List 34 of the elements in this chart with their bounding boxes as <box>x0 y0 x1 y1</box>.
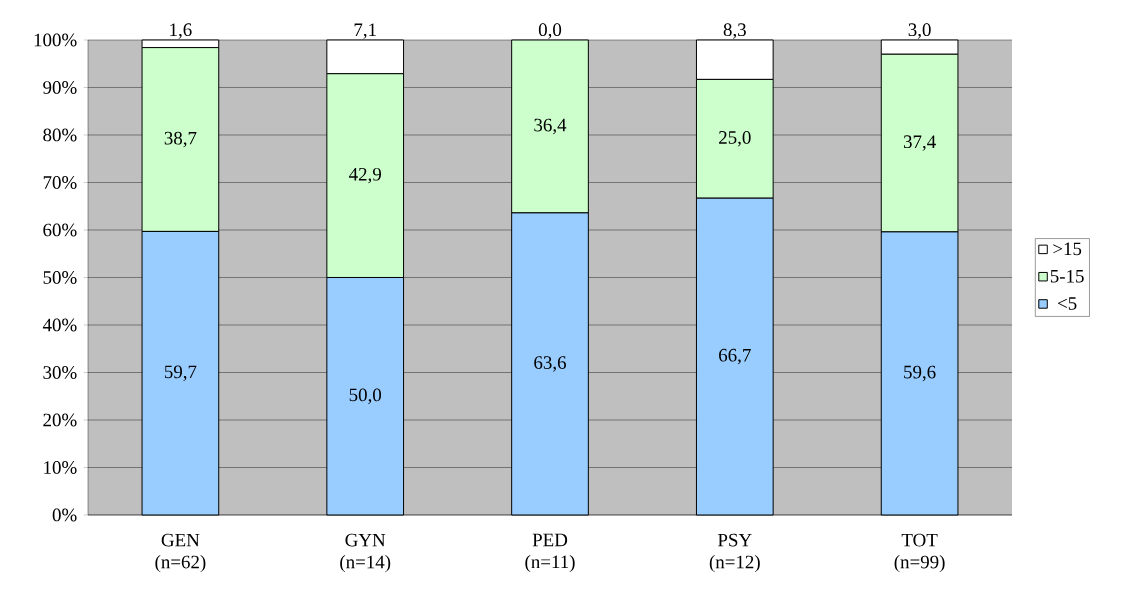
legend-label: 5-15 <box>1050 269 1084 283</box>
x-tick-label: PSY (n=12) <box>709 533 760 573</box>
y-tick-label: 80% <box>43 128 77 142</box>
data-label: 59,6 <box>904 365 936 382</box>
data-label: 8,3 <box>723 23 746 39</box>
data-label: 25,0 <box>719 131 751 147</box>
x-tick-label: PED (n=11) <box>525 533 575 573</box>
x-tick-label: GYN (n=14) <box>340 533 391 573</box>
data-label: 59,7 <box>164 365 197 381</box>
legend-label: <5 <box>1058 297 1077 310</box>
y-tick-label: 70% <box>43 176 77 189</box>
y-tick-label: 20% <box>43 413 77 427</box>
data-label: 3,0 <box>908 23 931 39</box>
data-label: 0,0 <box>538 23 562 39</box>
y-tick-label: 100% <box>34 33 77 47</box>
y-tick-label: 60% <box>43 223 77 237</box>
data-label: 1,6 <box>170 23 192 39</box>
y-tick-label: 40% <box>42 318 77 332</box>
data-label: 37,4 <box>903 135 936 151</box>
y-tick-label: 10% <box>44 461 77 474</box>
y-tick-label: 30% <box>43 366 77 379</box>
y-tick-label: 0% <box>52 508 77 522</box>
data-label: 42,9 <box>349 167 381 184</box>
y-tick-label: 90% <box>43 81 77 94</box>
legend-label: >15 <box>1053 242 1082 256</box>
x-tick-label: TOT (n=99) <box>894 533 945 573</box>
data-label: 66,7 <box>719 348 751 365</box>
x-tick-label: GEN (n=62) <box>155 533 206 573</box>
data-label: 7,1 <box>354 23 376 39</box>
data-label: 50,0 <box>349 388 382 404</box>
data-label: 63,6 <box>534 356 566 372</box>
data-label: 36,4 <box>534 118 567 135</box>
y-tick-label: 50% <box>43 271 77 284</box>
data-label: 38,7 <box>164 131 197 148</box>
